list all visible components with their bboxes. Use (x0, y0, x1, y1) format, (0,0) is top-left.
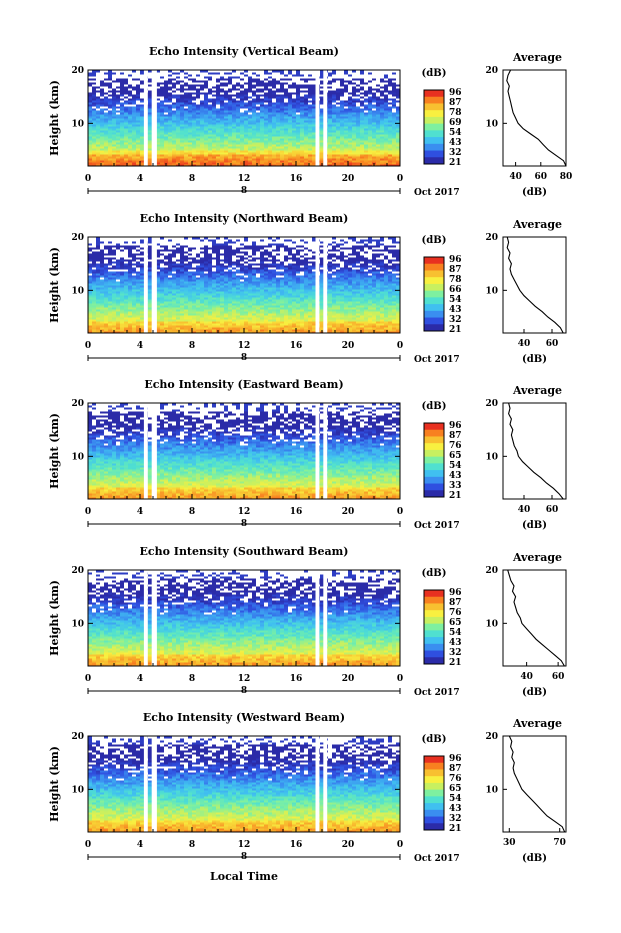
x-tick-label: 8 (189, 174, 195, 184)
colorbar-segment (424, 157, 444, 164)
data-gap (144, 70, 148, 166)
colorbar-segment (424, 110, 444, 117)
panel-1: Echo Intensity (Vertical Beam) 10 20 Height… (48, 45, 572, 198)
x-tick-label: 4 (137, 174, 143, 184)
colorbar-segment (424, 103, 444, 110)
x-tick-label: 12 (238, 174, 251, 184)
day-marker: 8 (241, 186, 247, 196)
multi-panel-chart: Echo Intensity (Vertical Beam) 10 20 Height… (0, 0, 621, 929)
x-tick-label: 0 (85, 174, 91, 184)
x-tick-label: 16 (290, 174, 303, 184)
profile-title: Average (512, 51, 562, 64)
profile-x-tick-label: 60 (535, 172, 548, 182)
profile-frame (503, 70, 566, 166)
x-tick-label: 20 (342, 174, 355, 184)
y-axis-label: Height (km) (48, 80, 61, 156)
colorbar-tick-label: 54 (449, 128, 462, 138)
colorbar-tick-label: 96 (449, 88, 462, 98)
figure: Echo Intensity (Vertical Beam) 10 20 Height… (0, 0, 621, 933)
colorbar-segment (424, 90, 444, 97)
profile-x-tick-label: 40 (509, 172, 522, 182)
colorbar-tick-label: 21 (449, 158, 462, 168)
y-tick-label: 20 (71, 66, 84, 76)
profile-x-tick-label: 80 (560, 172, 573, 182)
colorbar-tick-label: 32 (449, 148, 462, 158)
colorbar-tick-label: 78 (449, 108, 462, 118)
heatmap (88, 237, 401, 334)
panel-2: Echo Intensity (Northward Beam)1020Heigh… (48, 212, 566, 365)
colorbar-segment (424, 97, 444, 104)
data-gap (323, 70, 327, 166)
colorbar-segment (424, 137, 444, 144)
profile-y-tick-label: 20 (485, 66, 498, 76)
panel-title: Echo Intensity (Vertical Beam) (149, 45, 339, 58)
colorbar-tick-label: 87 (449, 98, 462, 108)
profile-line (507, 70, 566, 166)
colorbar-unit: (dB) (422, 68, 447, 79)
y-tick-label: 10 (71, 119, 84, 129)
colorbar-tick-label: 69 (449, 118, 462, 128)
profile-x-label: (dB) (522, 187, 547, 198)
colorbar-segment (424, 130, 444, 137)
colorbar-segment (424, 151, 444, 158)
panel-title: Echo Intensity (Northward Beam) (140, 212, 349, 225)
profile-y-tick-label: 10 (485, 119, 498, 129)
data-gap (152, 70, 157, 166)
colorbar-segment (424, 144, 444, 151)
data-gap (316, 70, 320, 166)
date-label: Oct 2017 (414, 188, 460, 198)
colorbar-segment (424, 117, 444, 124)
colorbar-segment (424, 124, 444, 131)
heatmap (88, 70, 401, 167)
colorbar-tick-label: 43 (449, 138, 462, 148)
x-tick-label: 0 (397, 174, 403, 184)
